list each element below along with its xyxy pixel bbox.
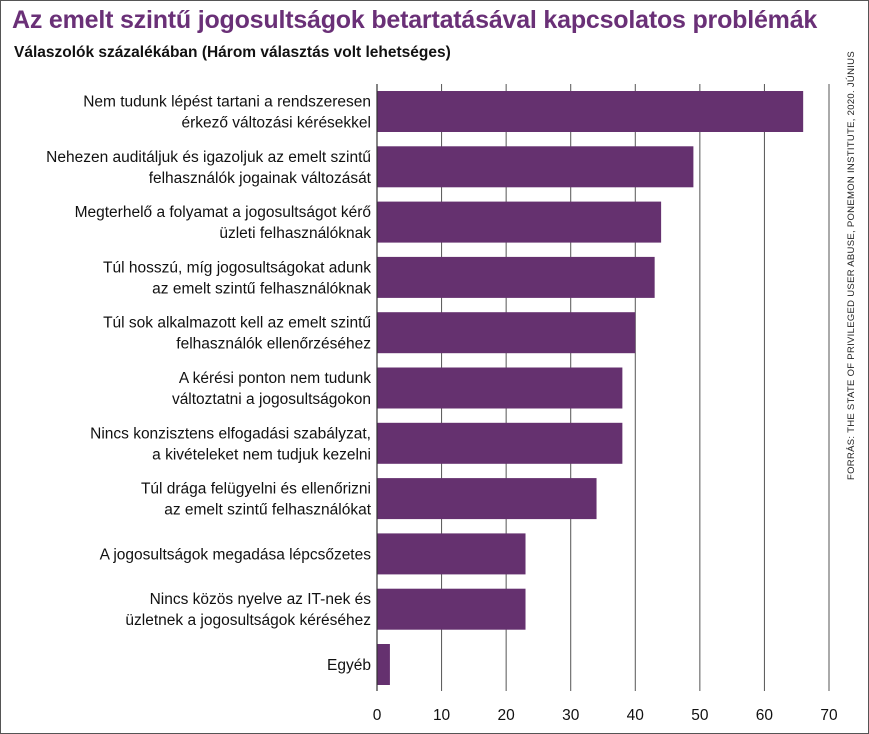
chart-subtitle: Válaszolók százalékában (Három választás… xyxy=(14,44,451,61)
bar xyxy=(377,588,526,630)
x-tick-label: 50 xyxy=(691,707,709,724)
category-label: A kérési ponton nem tudunk xyxy=(179,370,371,387)
category-label: A jogosultságok megadása lépcsőzetes xyxy=(100,546,372,563)
bar xyxy=(377,367,623,409)
bar xyxy=(377,533,526,575)
category-label: Túl hosszú, míg jogosultságokat adunk xyxy=(103,259,371,276)
category-label: Nehezen auditáljuk és igazoljuk az emelt… xyxy=(46,149,371,166)
category-label: Nincs közös nyelve az IT-nek és xyxy=(150,591,372,608)
x-tick-label: 40 xyxy=(627,707,645,724)
x-tick-label: 10 xyxy=(433,707,451,724)
bar xyxy=(377,422,623,464)
category-label: érkező változási kérésekkel xyxy=(181,115,371,132)
bar xyxy=(377,146,694,188)
bar xyxy=(377,91,804,132)
category-label: Megterhelő a folyamat a jogosultságot ké… xyxy=(75,204,371,221)
category-label: felhasználók ellenőrzéséhez xyxy=(176,336,371,353)
chart-title: Az emelt szintű jogosultságok betartatás… xyxy=(12,6,818,34)
category-label: üzletnek a jogosultságok kéréséhez xyxy=(125,612,371,629)
bar xyxy=(377,312,636,354)
x-tick-label: 30 xyxy=(562,707,580,724)
category-label: a kivételeket nem tudjuk kezelni xyxy=(152,446,371,463)
category-label: Nincs konzisztens elfogadási szabályzat, xyxy=(90,425,371,442)
x-tick-label: 20 xyxy=(498,707,516,724)
category-label: Túl drága felügyelni és ellenőrizni xyxy=(141,481,371,498)
category-label: az emelt szintű felhasználóknak xyxy=(152,280,371,297)
category-label: felhasználók jogainak változását xyxy=(149,170,372,187)
x-tick-label: 0 xyxy=(373,707,382,724)
bar xyxy=(377,644,390,685)
bar xyxy=(377,201,662,243)
x-tick-label: 70 xyxy=(820,707,838,724)
category-label: Egyéb xyxy=(327,657,371,674)
category-label: üzleti felhasználóknak xyxy=(219,225,371,242)
category-label: Nem tudunk lépést tartani a rendszeresen xyxy=(83,94,371,111)
category-label: az emelt szintű felhasználókat xyxy=(164,502,371,519)
category-label: változtatni a jogosultságokon xyxy=(172,391,371,408)
bar xyxy=(377,478,597,520)
category-label: Túl sok alkalmazott kell az emelt szintű xyxy=(103,315,371,332)
x-tick-label: 60 xyxy=(756,707,774,724)
bar xyxy=(377,256,655,298)
